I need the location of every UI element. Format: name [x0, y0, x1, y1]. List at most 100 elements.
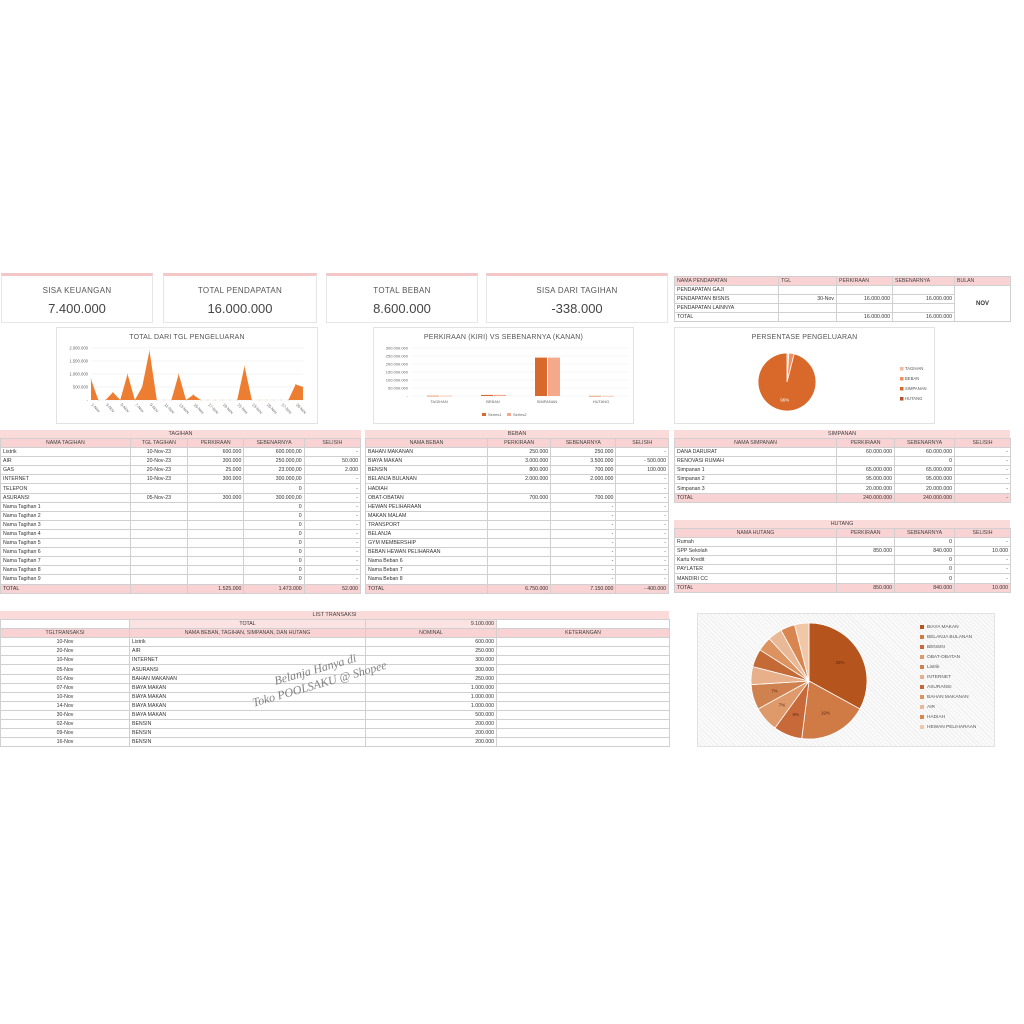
- table-row[interactable]: 20-Nov AIR 250.000: [0, 646, 670, 657]
- transactions-cell[interactable]: 1.000.000: [365, 682, 497, 693]
- table-row[interactable]: 09-Nov BENSIN 200.000: [0, 728, 670, 739]
- transactions-cell[interactable]: 09-Nov: [0, 728, 130, 739]
- table-row[interactable]: Simpanan 1 65.000.000 65.000.000-: [674, 465, 1011, 476]
- simpanan-cell[interactable]: 0: [894, 456, 955, 467]
- table-row[interactable]: Simpanan 2 95.000.000 95.000.000-: [674, 474, 1011, 485]
- table-row[interactable]: BIAYA MAKAN 3.000.000 3.500.000- 500.000: [364, 456, 669, 467]
- tagihan-cell[interactable]: 25.000: [187, 465, 245, 476]
- simpanan-cell[interactable]: -: [954, 465, 1011, 476]
- income-cell[interactable]: 16.000.000: [892, 294, 955, 305]
- table-row[interactable]: Nama Beban 8 --: [364, 574, 669, 585]
- tagihan-cell[interactable]: 20-Nov-23: [129, 465, 189, 476]
- transactions-cell[interactable]: 30-Nov: [0, 709, 130, 721]
- table-row[interactable]: DANA DARURAT 60.000.000 60.000.000-: [674, 447, 1011, 458]
- tagihan-cell[interactable]: 0: [243, 547, 305, 558]
- income-cell[interactable]: [892, 285, 955, 296]
- tagihan-cell[interactable]: 0: [243, 565, 305, 576]
- tagihan-cell[interactable]: ASURANSI: [0, 492, 131, 503]
- tagihan-cell[interactable]: [129, 519, 189, 530]
- income-cell[interactable]: 16.000.000: [836, 294, 893, 305]
- table-row[interactable]: 30-Nov BIAYA MAKAN 500.000: [0, 709, 670, 721]
- table-row[interactable]: 01-Nov BAHAN MAKANAN 250.000: [0, 673, 670, 684]
- income-cell[interactable]: 30-Nov: [778, 294, 837, 305]
- transactions-cell[interactable]: 200.000: [365, 737, 497, 748]
- transactions-cell[interactable]: BIAYA MAKAN: [129, 691, 366, 702]
- tagihan-cell[interactable]: [129, 528, 189, 540]
- tagihan-cell[interactable]: Nama Tagihan 7: [0, 556, 131, 567]
- beban-cell[interactable]: Nama Beban 7: [364, 565, 489, 576]
- table-row[interactable]: Nama Tagihan 8 0-: [0, 565, 362, 576]
- beban-cell[interactable]: [487, 538, 552, 549]
- simpanan-cell[interactable]: DANA DARURAT: [674, 447, 837, 458]
- transactions-cell[interactable]: [496, 700, 670, 711]
- beban-cell[interactable]: [487, 565, 552, 576]
- hutang-cell[interactable]: [836, 555, 895, 566]
- income-cell[interactable]: [892, 303, 955, 314]
- beban-cell[interactable]: -: [615, 492, 669, 503]
- simpanan-cell[interactable]: 60.000.000: [894, 447, 955, 458]
- beban-cell[interactable]: [487, 501, 552, 512]
- tagihan-cell[interactable]: 300.000,00: [243, 474, 305, 485]
- tagihan-cell[interactable]: [129, 501, 189, 512]
- transactions-cell[interactable]: Listrik: [129, 637, 366, 648]
- hutang-cell[interactable]: -: [954, 555, 1011, 566]
- transactions-cell[interactable]: 16-Nov: [0, 737, 130, 748]
- beban-cell[interactable]: -: [615, 447, 669, 458]
- beban-cell[interactable]: BIAYA MAKAN: [364, 456, 489, 467]
- income-month[interactable]: NOV: [954, 285, 1011, 323]
- beban-cell[interactable]: [487, 547, 552, 558]
- beban-cell[interactable]: Nama Beban 8: [364, 574, 489, 585]
- tagihan-cell[interactable]: Nama Tagihan 1: [0, 501, 131, 512]
- beban-cell[interactable]: 2.000.000: [487, 474, 552, 485]
- table-row[interactable]: OBAT-OBATAN 700.000 700.000-: [364, 492, 669, 503]
- income-cell[interactable]: PENDAPATAN LAINNYA: [674, 303, 779, 314]
- beban-cell[interactable]: BENSIN: [364, 465, 489, 476]
- table-row[interactable]: Nama Tagihan 4 0-: [0, 528, 362, 540]
- table-row[interactable]: HEWAN PELIHARAAN - -: [364, 501, 669, 512]
- tagihan-cell[interactable]: [187, 483, 245, 494]
- table-row[interactable]: Nama Tagihan 3 0-: [0, 519, 362, 530]
- line-chart-panel[interactable]: TOTAL DARI TGL PENGELUARAN 2.000.000 1.50…: [56, 327, 318, 424]
- table-row[interactable]: 14-Nov BIAYA MAKAN 1.000.000: [0, 700, 670, 711]
- beban-cell[interactable]: Nama Beban 6: [364, 556, 489, 567]
- tagihan-cell[interactable]: Listrik: [0, 447, 131, 458]
- expense-breakdown-panel[interactable]: 33% 19% 8% 7% 7% BIAYA MAKAN BELANJA BULANAN B…: [697, 613, 995, 747]
- simpanan-cell[interactable]: RENOVASI RUMAH: [674, 456, 837, 467]
- income-cell[interactable]: [836, 303, 893, 314]
- transactions-cell[interactable]: 1.000.000: [365, 691, 497, 702]
- transactions-cell[interactable]: [496, 682, 670, 693]
- table-row[interactable]: Kartu Kredit 0-: [674, 555, 1011, 566]
- table-row[interactable]: 07-Nov BIAYA MAKAN 1.000.000: [0, 682, 670, 693]
- tagihan-cell[interactable]: 05-Nov-23: [129, 492, 189, 503]
- table-row[interactable]: TELEPON 0-: [0, 483, 362, 494]
- transactions-cell[interactable]: INTERNET: [129, 655, 366, 666]
- tagihan-cell[interactable]: [187, 528, 245, 540]
- hutang-cell[interactable]: [836, 564, 895, 575]
- table-row[interactable]: PAYLATER 0-: [674, 564, 1011, 575]
- simpanan-cell[interactable]: -: [954, 447, 1011, 458]
- table-row[interactable]: Nama Tagihan 1 0-: [0, 501, 362, 512]
- transactions-cell[interactable]: BAHAN MAKANAN: [129, 673, 366, 684]
- simpanan-cell[interactable]: -: [954, 456, 1011, 467]
- tagihan-cell[interactable]: GAS: [0, 465, 131, 476]
- table-row[interactable]: 10-Nov INTERNET 300.000: [0, 655, 670, 666]
- tagihan-cell[interactable]: -: [303, 538, 362, 549]
- tagihan-cell[interactable]: -: [303, 574, 362, 585]
- simpanan-cell[interactable]: -: [954, 483, 1011, 494]
- hutang-cell[interactable]: [836, 537, 895, 548]
- tagihan-cell[interactable]: -: [303, 556, 362, 567]
- tagihan-cell[interactable]: 300.000: [187, 492, 245, 503]
- beban-cell[interactable]: -: [615, 538, 669, 549]
- beban-cell[interactable]: BELANJA BULANAN: [364, 474, 489, 485]
- beban-cell[interactable]: 3.500.000: [550, 456, 617, 467]
- simpanan-cell[interactable]: 65.000.000: [836, 465, 895, 476]
- beban-cell[interactable]: -: [550, 501, 617, 512]
- tagihan-cell[interactable]: [187, 574, 245, 585]
- transactions-cell[interactable]: 10-Nov: [0, 691, 130, 702]
- tagihan-cell[interactable]: 300.000: [187, 456, 245, 467]
- beban-cell[interactable]: -: [615, 556, 669, 567]
- beban-cell[interactable]: -: [550, 510, 617, 521]
- tagihan-cell[interactable]: 0: [243, 483, 305, 494]
- table-row[interactable]: Listrik 10-Nov-23 600.000 600.000,00-: [0, 447, 362, 458]
- tagihan-cell[interactable]: [187, 565, 245, 576]
